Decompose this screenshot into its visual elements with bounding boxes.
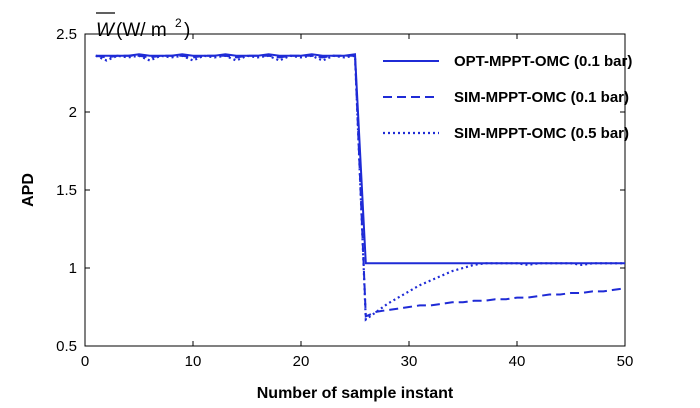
axis-ticks: 0 10 20 30 40 50 0.5 1 1.5 2 2.5 (56, 26, 633, 370)
series-layer (95, 53, 626, 322)
legend-label-sim-mppt-omc-0-1-bar: SIM-MPPT-OMC (0.1 bar) (454, 89, 629, 106)
x-tick-label: 30 (401, 353, 418, 370)
x-axis-label: Number of sample instant (257, 385, 454, 402)
series-line-sim-mppt-omc-0-1-bar (95, 54, 626, 318)
y-tick-label: 2.5 (56, 26, 77, 43)
x-tick-label: 20 (293, 353, 310, 370)
unit-close: ) (184, 20, 190, 41)
unit-exponent: 2 (175, 16, 182, 30)
x-tick-label: 40 (509, 353, 526, 370)
y-axis-label: APD (20, 173, 37, 207)
y-tick-label: 1 (69, 260, 77, 277)
x-tick-label: 10 (185, 353, 202, 370)
legend: OPT-MPPT-OMC (0.1 bar) SIM-MPPT-OMC (0.1… (383, 53, 632, 142)
x-tick-label: 50 (617, 353, 634, 370)
y-tick-label: 2 (69, 104, 77, 121)
y-tick-label: 0.5 (56, 338, 77, 355)
plot-area (84, 33, 626, 347)
legend-label-opt-mppt-omc-0-1-bar: OPT-MPPT-OMC (0.1 bar) (454, 53, 632, 70)
series-line-sim-mppt-omc-0-5-bar (95, 54, 625, 322)
unit-annotation: W (W/ m 2 ) (96, 12, 190, 41)
x-tick-label: 0 (81, 353, 89, 370)
legend-label-sim-mppt-omc-0-5-bar: SIM-MPPT-OMC (0.5 bar) (454, 125, 629, 142)
y-tick-label: 1.5 (56, 182, 77, 199)
unit-symbol: W (96, 20, 116, 41)
unit-open: (W/ m (116, 20, 167, 41)
